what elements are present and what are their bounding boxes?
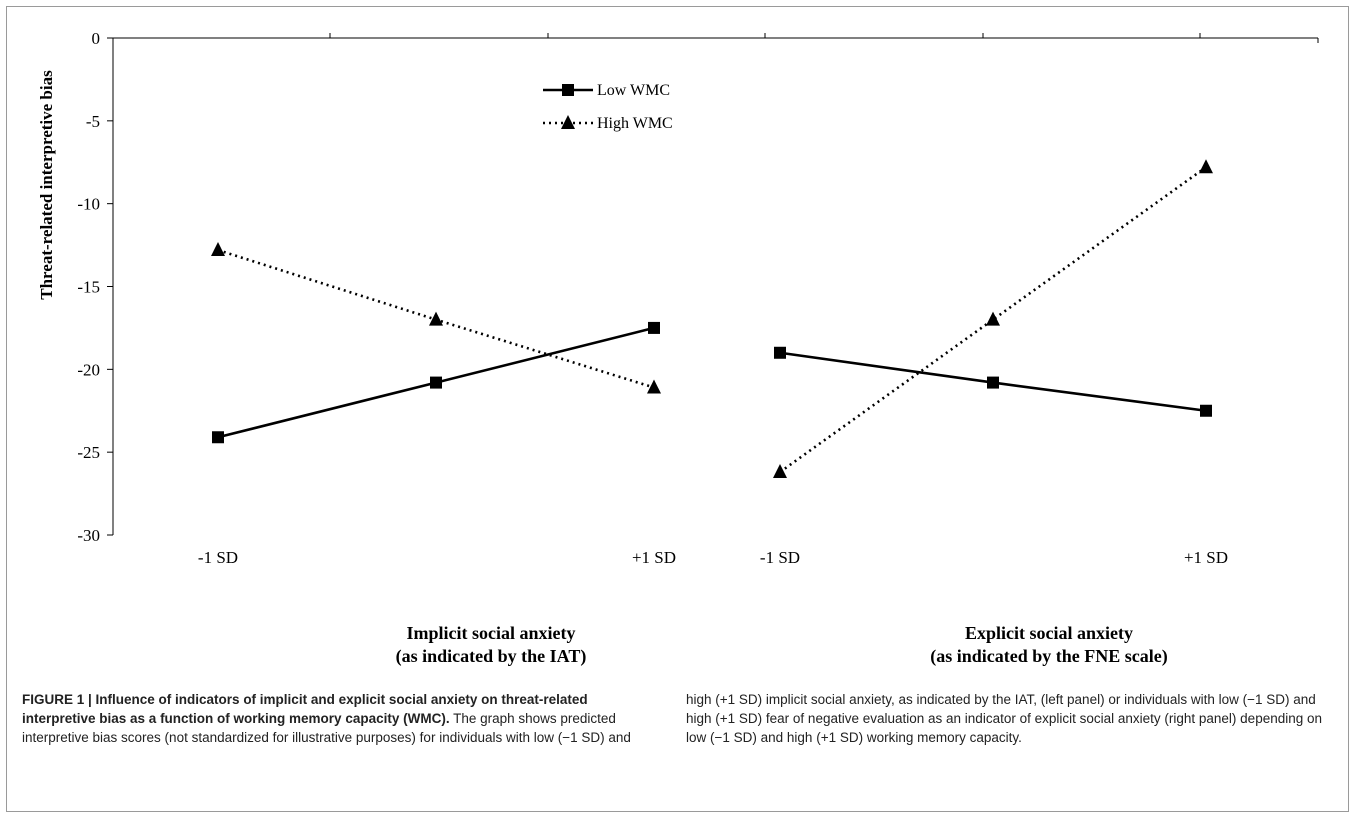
y-tick-label: -5 <box>86 112 100 131</box>
data-point-triangle <box>211 242 225 257</box>
data-point-square <box>774 346 786 359</box>
data-point-square <box>987 376 999 389</box>
legend-label: Low WMC <box>597 82 670 99</box>
y-tick-label: -10 <box>77 195 100 214</box>
y-axis-label: Threat-related interpretive bias <box>37 70 56 300</box>
caption-title: Influence of indicators of implicit and … <box>22 692 588 726</box>
legend-label: High WMC <box>597 115 673 132</box>
x-tick-label: -1 SD <box>760 548 800 567</box>
data-point-triangle <box>647 379 661 394</box>
data-point-triangle <box>429 311 443 326</box>
panel-xlabel-line2: (as indicated by the IAT) <box>396 646 587 667</box>
x-tick-label: +1 SD <box>632 548 676 567</box>
y-tick-label: 0 <box>92 29 101 48</box>
data-point-triangle <box>986 311 1000 326</box>
data-point-square <box>648 321 660 334</box>
figure-frame <box>6 6 1349 812</box>
y-tick-label: -15 <box>77 278 100 297</box>
y-tick-label: -30 <box>77 526 100 545</box>
data-point-triangle <box>1199 159 1213 174</box>
caption-left: FIGURE 1 | Influence of indicators of im… <box>22 690 660 747</box>
data-point-square <box>1200 404 1212 417</box>
panel-xlabel-line1: Explicit social anxiety <box>965 623 1133 643</box>
panel-xlabel-line1: Implicit social anxiety <box>407 623 576 643</box>
data-point-square <box>430 376 442 389</box>
data-point-square <box>212 431 224 444</box>
data-point-triangle <box>773 464 787 479</box>
data-point-triangle <box>561 115 575 129</box>
x-tick-label: +1 SD <box>1184 548 1228 567</box>
caption-text-left: The graph shows predicted interpretive b… <box>22 711 631 745</box>
caption-label: FIGURE 1 | <box>22 692 96 707</box>
y-tick-label: -25 <box>77 443 100 462</box>
caption-text-right: high (+1 SD) implicit social anxiety, as… <box>686 692 1323 745</box>
y-tick-label: -20 <box>77 360 100 379</box>
caption-right: high (+1 SD) implicit social anxiety, as… <box>686 690 1326 747</box>
line-chart: 0 -5 -10 -15 -20 -25 -30 Threat-related interpr… <box>37 29 1319 667</box>
x-tick-label: -1 SD <box>198 548 238 567</box>
panel-xlabel-line2: (as indicated by the FNE scale) <box>930 646 1168 667</box>
data-point-square <box>562 84 574 96</box>
